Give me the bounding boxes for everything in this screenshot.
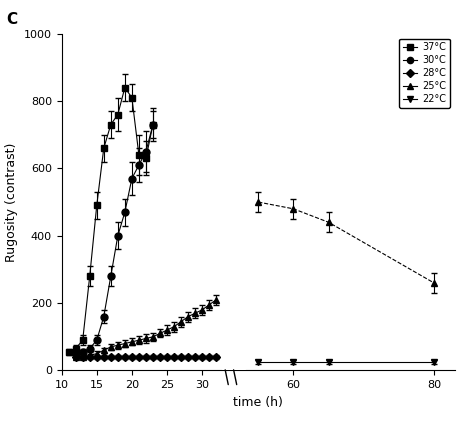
Legend: 37°C, 30°C, 28°C, 25°C, 22°C: 37°C, 30°C, 28°C, 25°C, 22°C [399, 39, 450, 108]
Bar [223, 34, 244, 370]
Text: C: C [7, 12, 18, 27]
X-axis label: time (h): time (h) [233, 396, 283, 409]
Y-axis label: Rugosity (contrast): Rugosity (contrast) [5, 142, 18, 262]
